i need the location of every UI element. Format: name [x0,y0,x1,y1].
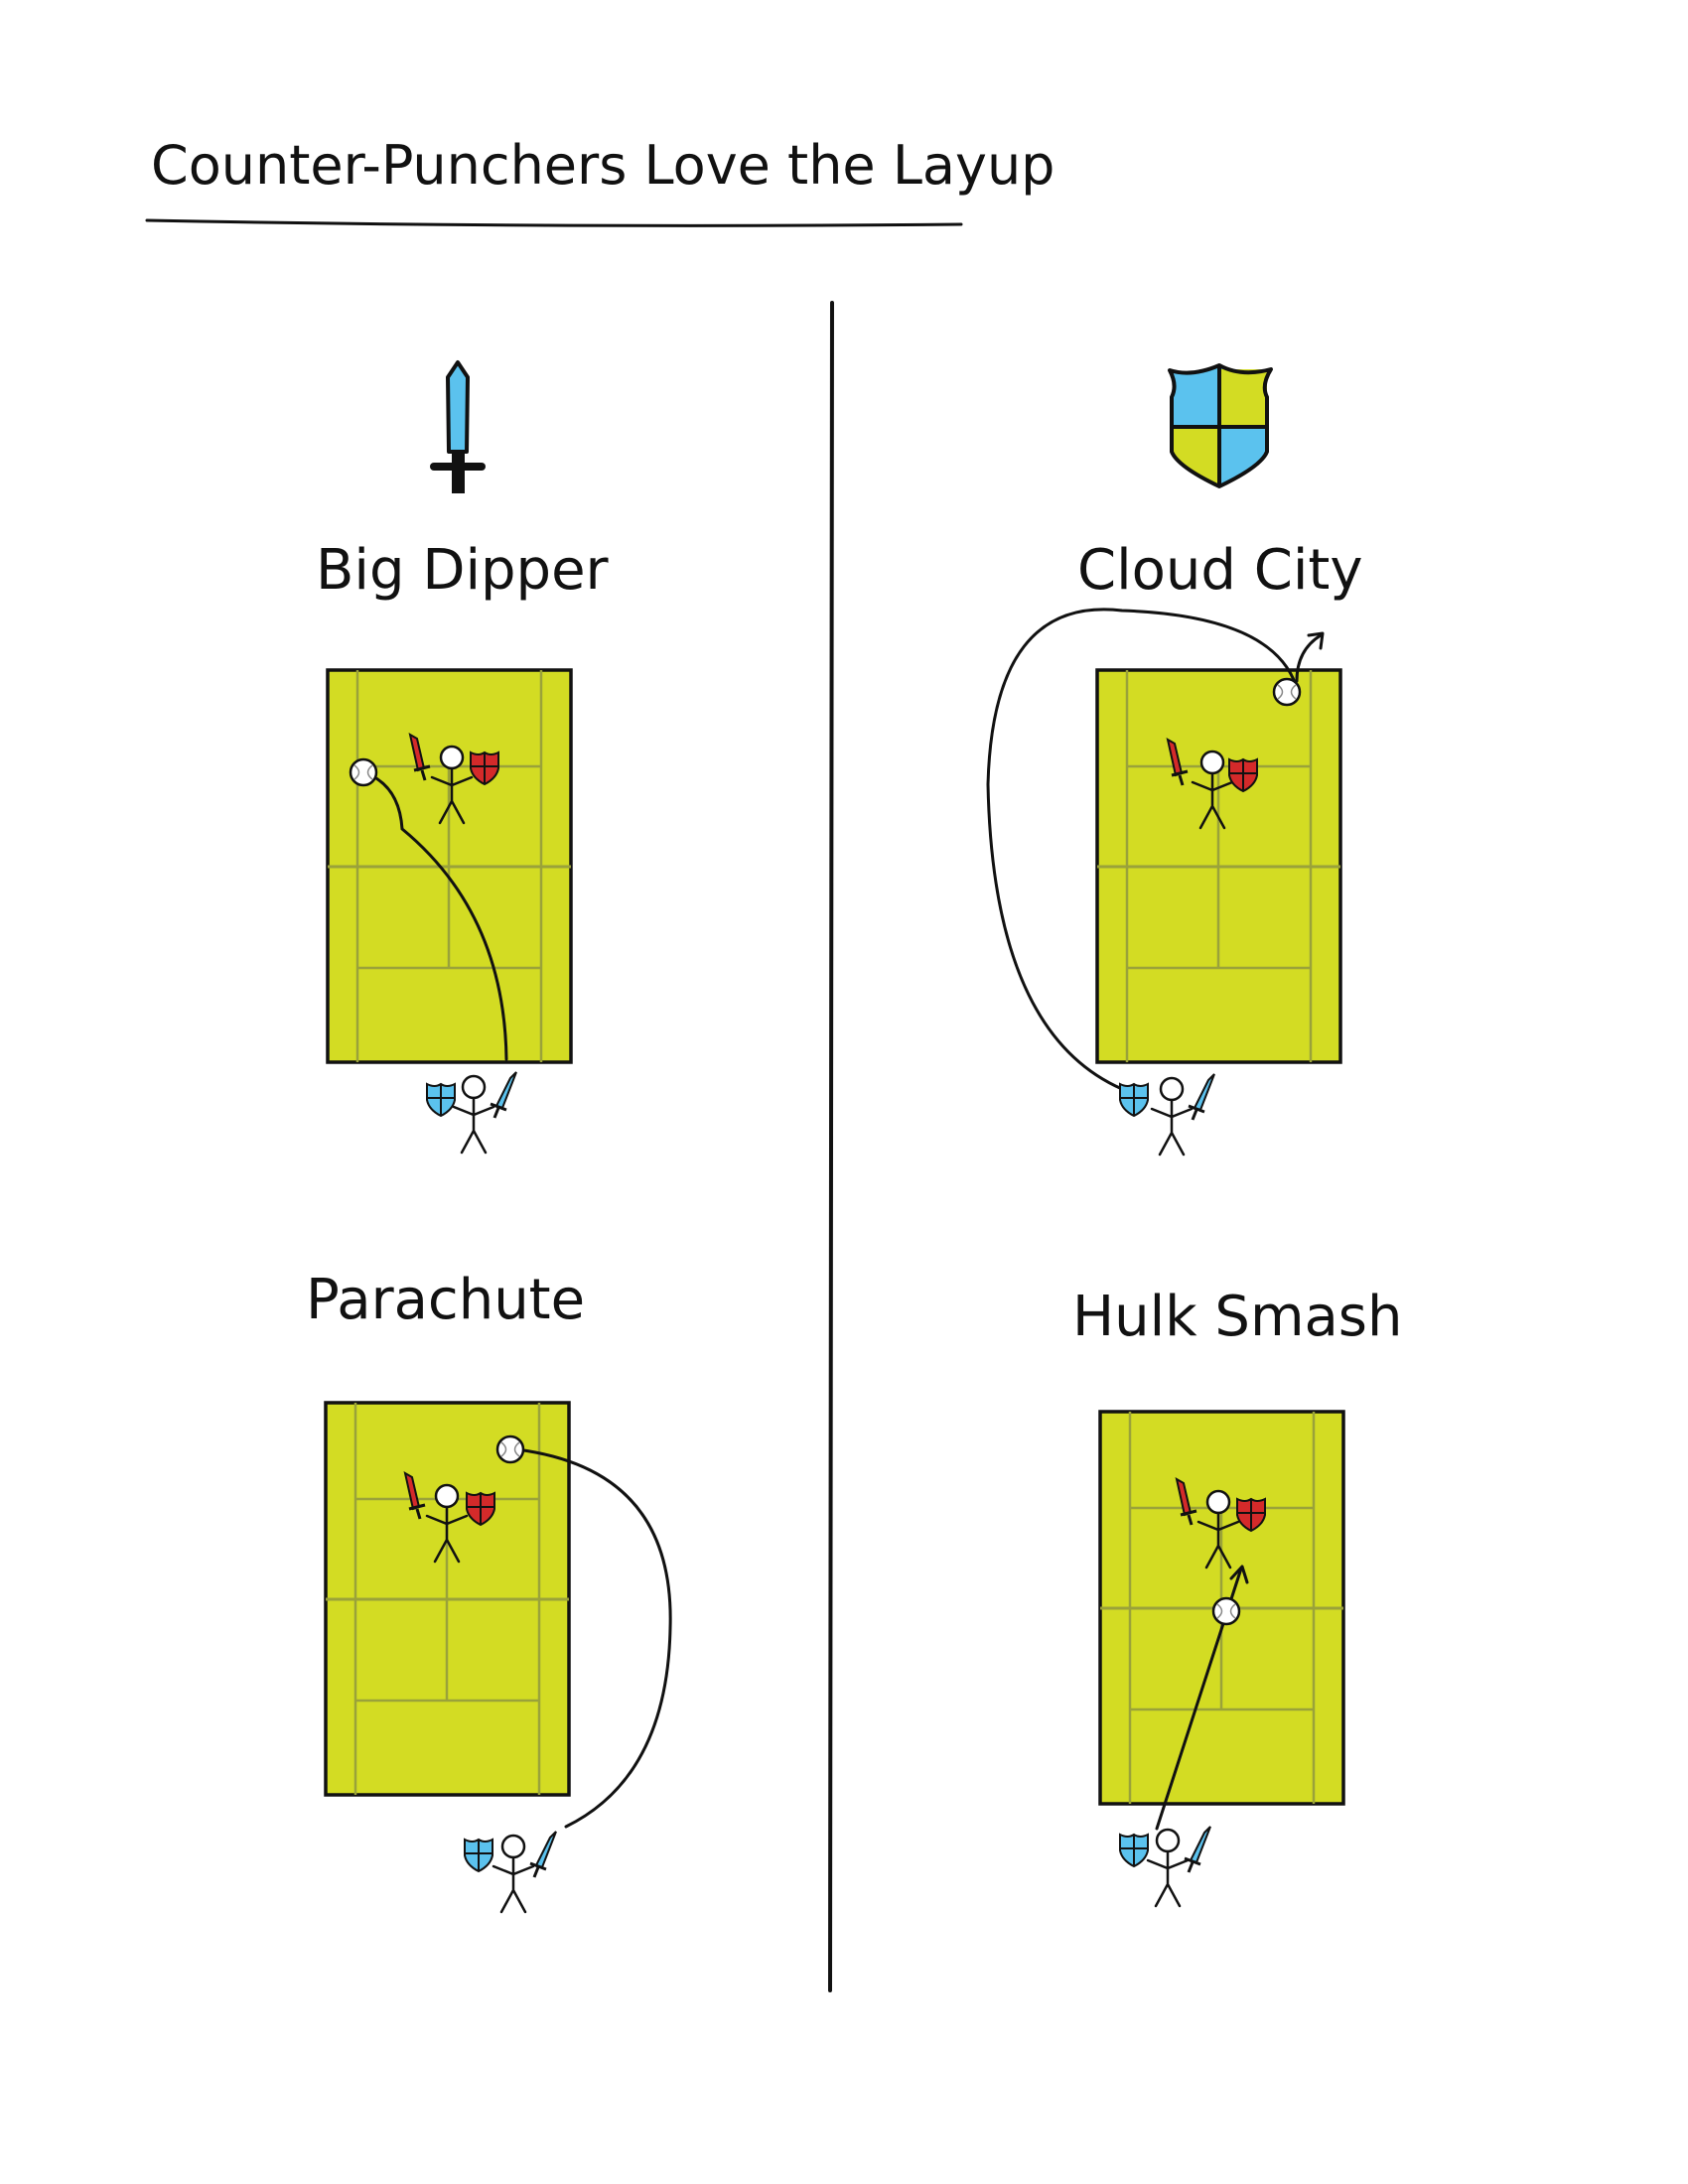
tennis-ball [1272,677,1302,707]
tennis-court [1095,668,1342,1064]
sword-icon [430,360,486,493]
panel-title-big-dipper: Big Dipper [316,538,610,603]
tennis-ball [495,1434,525,1464]
panel-parachute: Parachute [306,1268,672,1914]
attacker-player [1119,1825,1212,1908]
attacker-player [426,1070,518,1155]
shot-trajectory [514,1447,672,1829]
attacker-player [464,1830,558,1914]
tennis-court [324,1401,571,1797]
lob-trajectory [986,608,1298,1091]
panel-title-hulk-smash: Hulk Smash [1072,1285,1402,1349]
panel-big-dipper: Big Dipper [316,538,610,1155]
panel-cloud-city: Cloud City [986,538,1363,1157]
tennis-ball [1211,1596,1241,1626]
shot-trajectory [361,770,508,1061]
title-underline [145,218,963,227]
tennis-ball [349,757,378,787]
column-divider [827,301,834,1992]
tennis-court [326,668,573,1064]
page-title: Counter-Punchers Love the Layup [151,134,1055,197]
attacker-player [1119,1072,1216,1157]
shield-icon [1168,363,1273,488]
arrow-icon [1229,1565,1249,1584]
panel-title-parachute: Parachute [306,1268,585,1332]
panel-hulk-smash: Hulk Smash [1072,1285,1402,1908]
panel-title-cloud-city: Cloud City [1077,538,1363,603]
arrow-icon [1295,633,1323,683]
